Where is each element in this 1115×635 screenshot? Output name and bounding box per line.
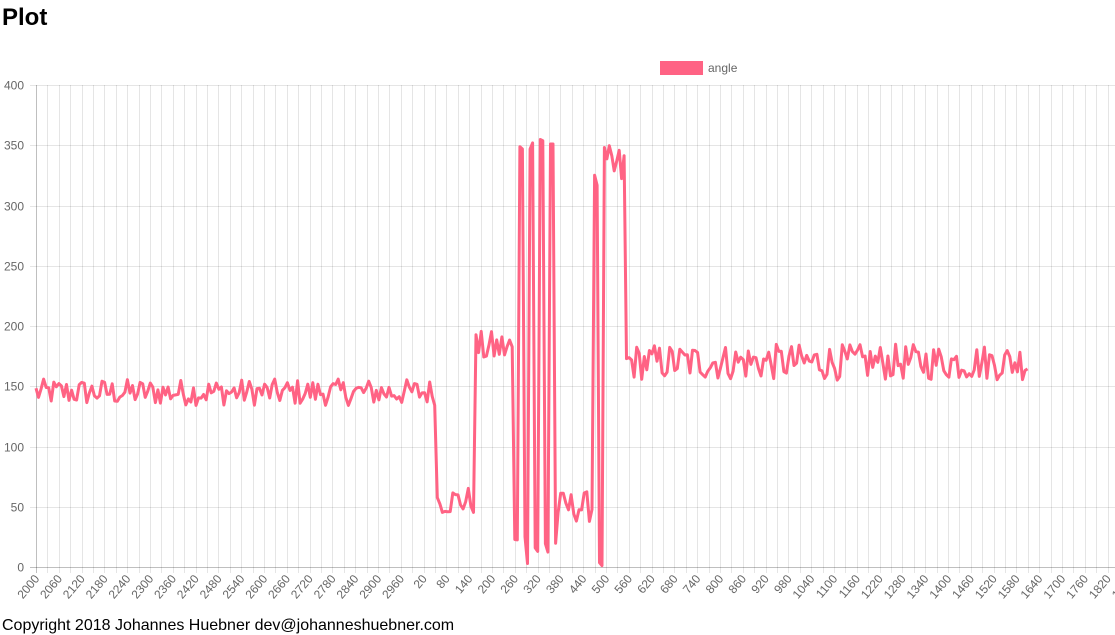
series-line-angle xyxy=(34,138,1029,568)
x-tick-label: 920 xyxy=(748,572,772,597)
y-tick-label: 400 xyxy=(4,79,24,93)
x-tick-label: 2660 xyxy=(265,572,293,602)
x-tick-label: 560 xyxy=(611,572,635,597)
x-tick-label: 2000 xyxy=(14,572,42,602)
x-tick-label: 2720 xyxy=(288,572,316,602)
x-tick-label: 80 xyxy=(433,572,453,591)
x-tick-label: 2180 xyxy=(83,572,111,602)
x-tick-label: 2300 xyxy=(128,572,156,602)
x-tick-label: 2060 xyxy=(37,572,65,602)
x-tick-label: 1880 xyxy=(1109,572,1115,602)
x-tick-label: 1040 xyxy=(790,572,818,602)
x-tick-label: 500 xyxy=(589,572,613,597)
x-tick-label: 2780 xyxy=(311,572,339,602)
x-tick-label: 1220 xyxy=(858,572,886,602)
x-tick-label: 1280 xyxy=(881,572,909,602)
x-tick-label: 2240 xyxy=(106,572,134,602)
y-tick-label: 150 xyxy=(4,380,24,394)
x-tick-label: 320 xyxy=(520,572,544,597)
x-tick-label: 140 xyxy=(452,572,476,597)
x-tick-label: 620 xyxy=(634,572,658,597)
x-tick-label: 1760 xyxy=(1063,572,1091,602)
x-tick-label: 2900 xyxy=(356,572,384,602)
x-tick-label: 1580 xyxy=(995,572,1023,602)
x-tick-label: 1520 xyxy=(972,572,1000,602)
x-tick-label: 800 xyxy=(703,572,727,597)
x-tick-label: 2360 xyxy=(151,572,179,602)
legend[interactable]: angle xyxy=(660,61,738,75)
x-tick-label: 2120 xyxy=(60,572,88,602)
x-tick-label: 2600 xyxy=(242,572,270,602)
x-tick-label: 2420 xyxy=(174,572,202,602)
y-tick-label: 250 xyxy=(4,260,24,274)
x-tick-label: 260 xyxy=(497,572,521,597)
legend-swatch-angle[interactable] xyxy=(660,61,703,75)
x-tick-label: 1820 xyxy=(1086,572,1114,602)
x-tick-label: 200 xyxy=(475,572,499,597)
page-title: Plot xyxy=(2,4,48,31)
x-tick-label: 2540 xyxy=(220,572,248,602)
y-tick-label: 100 xyxy=(4,441,24,455)
x-tick-label: 2960 xyxy=(379,572,407,602)
y-axis: 0 50 100 150 200 250 300 350 400 xyxy=(4,79,24,575)
x-tick-label: 2840 xyxy=(334,572,362,602)
x-tick-label: 1100 xyxy=(813,572,841,601)
x-tick-label: 1160 xyxy=(836,572,864,601)
x-tick-label: 380 xyxy=(543,572,567,597)
x-tick-label: 740 xyxy=(680,572,704,597)
x-tick-label: 860 xyxy=(725,572,749,597)
x-tick-label: 1340 xyxy=(904,572,932,602)
y-tick-label: 350 xyxy=(4,139,24,153)
series-angle xyxy=(34,138,1029,568)
x-tick-label: 1400 xyxy=(926,572,954,602)
x-tick-label: 680 xyxy=(657,572,681,597)
footer-copyright: Copyright 2018 Johannes Huebner dev@joha… xyxy=(2,617,455,634)
x-tick-label: 1460 xyxy=(949,572,977,602)
y-tick-label: 50 xyxy=(11,501,25,515)
x-tick-label: 2480 xyxy=(197,572,225,602)
x-axis: 2000206021202180224023002360242024802540… xyxy=(14,572,1115,602)
legend-label-angle[interactable]: angle xyxy=(708,61,738,75)
y-tick-label: 200 xyxy=(4,320,24,334)
x-tick-label: 1700 xyxy=(1040,572,1068,602)
grid-lines xyxy=(30,85,1115,573)
x-tick-label: 440 xyxy=(566,572,590,597)
y-tick-label: 300 xyxy=(4,200,24,214)
x-tick-label: 20 xyxy=(411,572,431,591)
y-tick-label: 0 xyxy=(17,561,24,575)
x-tick-label: 1640 xyxy=(1018,572,1046,602)
